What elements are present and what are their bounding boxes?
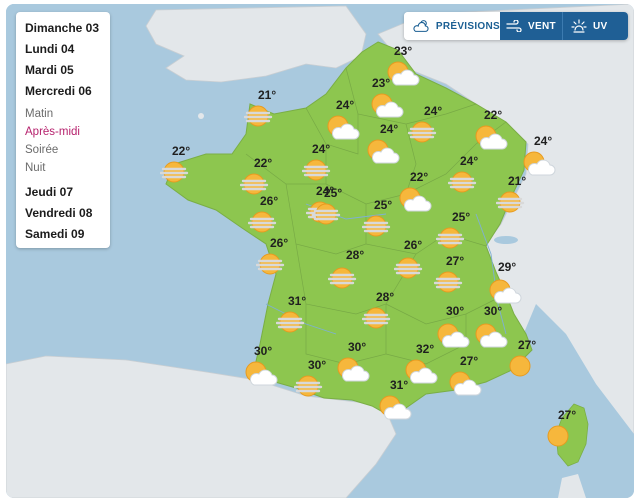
sun-cloud-icon[interactable]	[324, 112, 360, 147]
day-item-saturday[interactable]: Samedi 09	[25, 227, 85, 241]
sun-haze-icon[interactable]	[255, 250, 292, 285]
mode-vent-label: VENT	[528, 20, 556, 32]
temperature-label: 30°	[308, 358, 327, 372]
sun-cloud-icon[interactable]	[402, 356, 438, 391]
land-france	[165, 41, 533, 417]
sun-cloud-icon[interactable]	[396, 184, 432, 219]
day-item-thursday[interactable]: Jeudi 07	[25, 185, 74, 199]
sun-haze-icon[interactable]	[293, 372, 330, 407]
temperature-label: 23°	[372, 76, 391, 90]
sun-haze-icon[interactable]	[247, 208, 284, 243]
temperature-label: 24°	[460, 154, 479, 168]
sun-icon[interactable]	[544, 422, 572, 457]
temperature-label: 27°	[558, 408, 577, 422]
temperature-label: 27°	[460, 354, 479, 368]
temperature-label: 25°	[374, 198, 393, 212]
mode-vent-button[interactable]: VENT	[500, 12, 562, 40]
temperature-label: 24°	[312, 142, 331, 156]
mode-previsions-label: PRÉVISIONS	[435, 20, 500, 32]
temperature-label: 27°	[446, 254, 465, 268]
map-background[interactable]	[6, 4, 634, 498]
temperature-label: 28°	[376, 290, 395, 304]
temperature-label: 27°	[518, 338, 537, 352]
temperature-label: 31°	[288, 294, 307, 308]
day-item-monday[interactable]: Lundi 04	[25, 42, 75, 56]
sun-haze-icon[interactable]	[393, 254, 430, 289]
temperature-label: 25°	[452, 210, 471, 224]
sun-cloud-icon[interactable]	[434, 320, 470, 355]
sun-haze-icon[interactable]	[301, 156, 338, 191]
temperature-label: 24°	[380, 122, 399, 136]
temperature-label: 30°	[446, 304, 465, 318]
temperature-label: 21°	[258, 88, 277, 102]
temperature-label: 32°	[416, 342, 435, 356]
temperature-label: 30°	[254, 344, 273, 358]
sun-haze-icon[interactable]	[361, 212, 398, 247]
temperature-label: 24°	[316, 184, 335, 198]
temperature-label: 22°	[254, 156, 273, 170]
day-item-sunday[interactable]: Dimanche 03	[25, 21, 100, 35]
sun-cloud-icon[interactable]	[472, 122, 508, 157]
temperature-label: 25°	[324, 186, 343, 200]
sun-cloud-icon[interactable]	[334, 354, 370, 389]
map-mode-switcher: PRÉVISIONS VENT UV	[404, 12, 628, 40]
day-item-wednesday[interactable]: Mercredi 06	[25, 84, 92, 98]
temperature-label: 26°	[404, 238, 423, 252]
temperature-label: 22°	[172, 144, 191, 158]
sun-cloud-icon[interactable]	[368, 90, 404, 125]
weather-map-frame: Dimanche 03 Lundi 04 Mardi 05 Mercredi 0…	[6, 4, 634, 498]
mode-uv-button[interactable]: UV	[562, 12, 628, 40]
sun-haze-icon[interactable]	[495, 188, 532, 223]
day-selector-panel: Dimanche 03 Lundi 04 Mardi 05 Mercredi 0…	[16, 12, 110, 248]
sun-haze-icon[interactable]	[159, 158, 196, 193]
sun-cloud-icon[interactable]	[486, 276, 522, 311]
mode-uv-label: UV	[593, 20, 608, 32]
sun-cloud-icon[interactable]	[364, 136, 400, 171]
temperature-label: 24°	[534, 134, 553, 148]
temperature-label: 30°	[348, 340, 367, 354]
cloud-sun-icon	[413, 20, 429, 32]
temperature-label: 26°	[270, 236, 289, 250]
temperature-label: 26°	[260, 194, 279, 208]
sun-cloud-icon[interactable]	[472, 320, 508, 355]
sun-haze-icon[interactable]	[311, 200, 348, 235]
temperature-label: 29°	[498, 260, 517, 274]
land-uk	[145, 5, 367, 83]
sun-cloud-icon[interactable]	[242, 358, 278, 393]
sun-haze-icon[interactable]	[433, 268, 470, 303]
wind-icon	[506, 20, 522, 32]
sun-haze-icon[interactable]	[239, 170, 276, 205]
sun-haze-icon[interactable]	[435, 224, 472, 259]
temperature-label: 24°	[424, 104, 443, 118]
sun-haze-icon[interactable]	[447, 168, 484, 203]
temperature-label: 22°	[484, 108, 503, 122]
period-item-morning[interactable]: Matin	[25, 108, 54, 120]
temperature-label: 23°	[394, 44, 413, 58]
sun-cloud-icon[interactable]	[446, 368, 482, 403]
sun-cloud-icon[interactable]	[520, 148, 556, 183]
temperature-label: 28°	[346, 248, 365, 262]
land-spain	[6, 355, 397, 498]
uv-sun-icon	[571, 19, 587, 33]
day-item-friday[interactable]: Vendredi 08	[25, 206, 93, 220]
sun-haze-icon[interactable]	[243, 102, 280, 137]
temperature-label: 22°	[410, 170, 429, 184]
temperature-label: 21°	[508, 174, 527, 188]
temperature-label: 24°	[336, 98, 355, 112]
sun-cloud-icon[interactable]	[376, 392, 412, 427]
mode-previsions-button[interactable]: PRÉVISIONS	[404, 12, 500, 40]
period-item-afternoon[interactable]: Après-midi	[25, 126, 80, 138]
period-item-night[interactable]: Nuit	[25, 162, 46, 174]
sun-haze-icon[interactable]	[327, 264, 364, 299]
period-item-evening[interactable]: Soirée	[25, 144, 59, 156]
day-item-tuesday[interactable]: Mardi 05	[25, 63, 74, 77]
sun-haze-icon[interactable]	[275, 308, 312, 343]
temperature-label: 31°	[390, 378, 409, 392]
temperature-label: 30°	[484, 304, 503, 318]
sun-haze-icon[interactable]	[361, 304, 398, 339]
sun-haze-icon[interactable]	[407, 118, 444, 153]
sun-icon[interactable]	[506, 352, 534, 387]
sun-cloud-icon[interactable]	[384, 58, 420, 93]
